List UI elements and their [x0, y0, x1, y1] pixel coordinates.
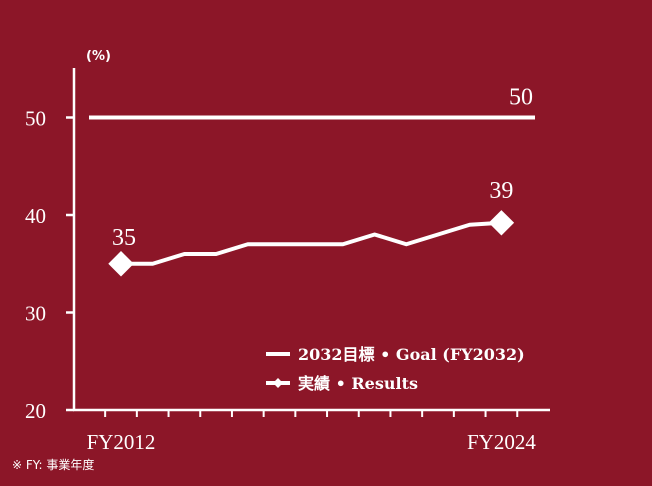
legend: 2032目標 • Goal (FY2032) 実績 • Results [266, 345, 525, 393]
results-line [121, 220, 502, 266]
y-tick-label: 50 [25, 107, 46, 131]
results-end-marker [488, 210, 515, 236]
legend-results-label: 実績 • Results [298, 374, 418, 393]
unit-label: (%) [86, 49, 111, 64]
results-end-label: 39 [489, 178, 513, 204]
axes [72, 68, 550, 412]
legend-results-marker [273, 378, 283, 388]
goal-end-label: 50 [509, 85, 533, 111]
y-tick-label: 20 [25, 399, 46, 423]
y-tick-label: 30 [25, 302, 46, 326]
results-start-label: 35 [112, 225, 136, 251]
y-tick-label: 40 [25, 204, 46, 228]
series-layer: 50 35 39 [89, 85, 535, 277]
footnote: ※ FY: 事業年度 [12, 458, 95, 472]
x-ticks: FY2012 FY2024 [87, 410, 536, 454]
legend-goal-label: 2032目標 • Goal (FY2032) [298, 345, 525, 364]
y-ticks: 20 30 40 50 [25, 107, 74, 423]
results-start-marker [108, 251, 134, 277]
x-tick-label: FY2012 [87, 430, 156, 454]
x-tick-label: FY2024 [467, 430, 536, 454]
